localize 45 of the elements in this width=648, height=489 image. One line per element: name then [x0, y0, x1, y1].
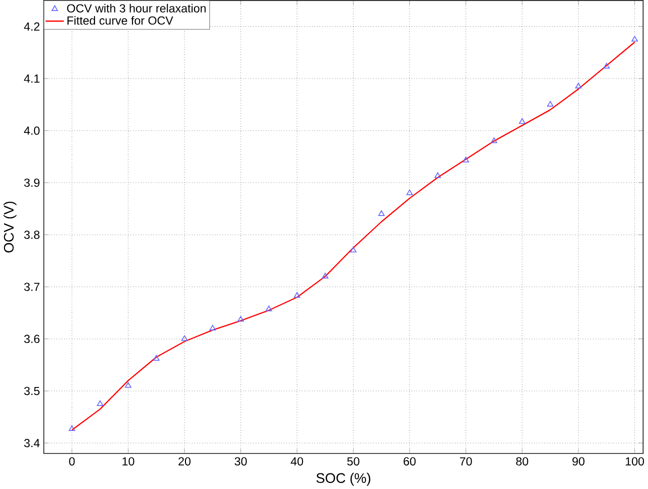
- point: [153, 354, 160, 361]
- y-tick-label: 4.0: [24, 126, 40, 135]
- x-tick-label: 70: [460, 457, 472, 466]
- y-tick-label: 3.9: [24, 178, 40, 187]
- legend-label: OCV with 3 hour relaxation: [67, 4, 206, 12]
- x-tick-label: 30: [234, 457, 247, 466]
- point: [96, 400, 104, 406]
- point: [434, 172, 441, 178]
- point: [378, 210, 385, 216]
- point: [322, 272, 328, 278]
- y-tick-label: 3.6: [24, 334, 40, 343]
- point: [266, 305, 272, 312]
- x-tick-label: 0: [69, 457, 75, 466]
- x-tick-label: 50: [347, 457, 360, 466]
- y-tick-label: 3.4: [24, 438, 40, 448]
- x-tick-label: 60: [404, 457, 416, 466]
- point: [462, 156, 470, 162]
- x-axis-title: SOC (%): [316, 472, 370, 486]
- x-tick-label: 80: [516, 457, 528, 466]
- y-tick-label: 4.1: [24, 74, 40, 82]
- point: [632, 36, 638, 42]
- y-tick-label: 3.8: [24, 230, 40, 239]
- point: [294, 292, 300, 298]
- point: [238, 316, 244, 322]
- point: [490, 137, 498, 143]
- y-tick-label: 3.7: [24, 282, 40, 291]
- point: [68, 425, 76, 431]
- point: [603, 62, 610, 68]
- point: [350, 246, 356, 252]
- point: [547, 100, 554, 106]
- x-tick-label: 40: [290, 457, 304, 466]
- x-tick-label: 10: [122, 457, 134, 466]
- legend-label: Fitted curve for OCV: [68, 16, 174, 25]
- y-axis-title: OCV (V): [4, 202, 16, 252]
- y-tick-label: 4.2: [24, 22, 40, 30]
- point: [209, 324, 216, 330]
- x-tick-label: 90: [572, 457, 584, 466]
- y-tick-label: 3.5: [24, 386, 40, 395]
- x-tick-label: 100: [626, 457, 644, 466]
- point: [575, 82, 582, 88]
- point: [125, 382, 132, 388]
- point: [181, 335, 188, 341]
- point: [406, 189, 413, 196]
- x-tick-label: 20: [178, 457, 191, 466]
- point: [518, 118, 526, 124]
